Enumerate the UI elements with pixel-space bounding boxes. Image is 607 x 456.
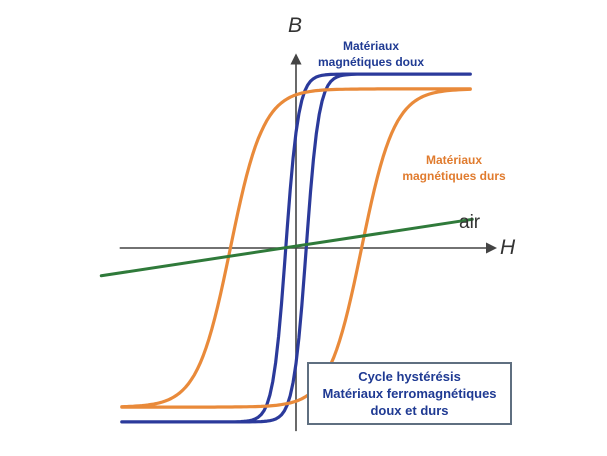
caption-line-3: doux et durs <box>370 403 449 418</box>
hard-label-line-1: Matériaux <box>425 153 483 167</box>
x-axis-label: H <box>500 236 516 259</box>
soft-label-line-1: Matériaux <box>342 39 400 53</box>
soft-label-line-2: magnétiques doux <box>317 55 424 69</box>
caption-line-1: Cycle hystérésis <box>358 369 461 384</box>
series-line-air <box>99 217 474 278</box>
caption-box: Cycle hystérésis Matériaux ferromagnétiq… <box>307 362 512 425</box>
soft-materials-label: Matériaux magnétiques doux <box>305 38 437 70</box>
y-axis-label: B <box>288 14 303 37</box>
caption-line-2: Matériaux ferromagnétiques <box>322 386 497 401</box>
air-series-label: air <box>459 212 481 233</box>
hard-label-line-2: magnétiques durs <box>402 169 506 183</box>
series-line-materiaux-magnetiques-durs <box>120 87 472 409</box>
hard-materials-label: Matériaux magnétiques durs <box>395 152 513 184</box>
series-line-materiaux-magnetiques-doux <box>120 72 472 424</box>
